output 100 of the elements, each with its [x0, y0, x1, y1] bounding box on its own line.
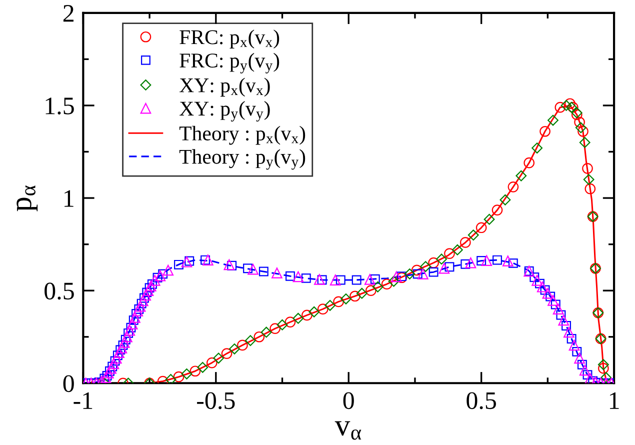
point — [516, 170, 527, 182]
point — [564, 326, 574, 338]
point — [126, 318, 138, 330]
point — [452, 244, 463, 256]
point — [314, 274, 325, 285]
point — [468, 230, 479, 241]
y-axis-title: p$_{α}$ — [16, 186, 38, 212]
point — [600, 372, 612, 384]
point — [202, 254, 214, 266]
point — [465, 257, 476, 268]
legend-label: XY: p$_{y}$(v$_{y}$) — [180, 101, 270, 122]
point — [420, 261, 432, 272]
point — [356, 288, 368, 299]
point — [173, 371, 184, 382]
point — [372, 281, 384, 292]
point — [102, 368, 114, 378]
point — [574, 352, 585, 364]
point — [564, 98, 576, 110]
point — [381, 278, 392, 290]
point — [436, 254, 447, 265]
point — [532, 274, 542, 286]
point — [418, 268, 428, 280]
point — [324, 300, 336, 311]
point — [116, 342, 128, 354]
legend-label: Theory : p$_{x}$(v$_{x}$) — [179, 126, 306, 145]
y-tick-label: 2 — [63, 5, 74, 22]
point — [524, 157, 535, 168]
point — [110, 352, 122, 364]
point — [224, 259, 235, 270]
point — [388, 276, 400, 287]
point — [237, 340, 248, 351]
point — [270, 323, 281, 334]
point — [221, 348, 232, 359]
point — [145, 280, 156, 292]
point — [197, 362, 208, 373]
point — [350, 290, 360, 302]
y-tick-label: 0 — [63, 375, 74, 392]
point — [254, 331, 265, 342]
point — [260, 326, 272, 338]
point — [181, 368, 192, 380]
point — [578, 126, 588, 137]
x-tick-label: 0.5 — [466, 392, 496, 410]
point — [476, 222, 487, 234]
point — [122, 331, 132, 342]
x-tick-label: 1 — [610, 392, 619, 409]
point — [132, 306, 144, 316]
point — [554, 102, 566, 113]
y-tick-label: 1 — [64, 190, 74, 207]
point — [390, 271, 402, 282]
point — [292, 312, 304, 324]
point — [536, 281, 548, 292]
point — [481, 255, 492, 266]
point — [206, 357, 218, 368]
point — [140, 290, 151, 301]
point — [118, 337, 130, 348]
point — [502, 256, 514, 266]
point — [552, 304, 564, 315]
point — [154, 270, 166, 282]
x-tick-label: -0.5 — [197, 392, 235, 410]
point — [284, 316, 296, 328]
point — [428, 257, 439, 268]
legend-label: Theory : p$_{y}$(v$_{y}$) — [179, 149, 306, 170]
point — [244, 335, 256, 346]
point — [162, 264, 174, 276]
point — [213, 352, 224, 364]
x-tick-label: -1 — [74, 392, 92, 409]
point — [190, 366, 201, 377]
point — [584, 183, 596, 194]
point — [584, 373, 596, 384]
legend-label: FRC: p$_{x}$(v$_{x}$) — [180, 30, 280, 48]
y-tick-label: 1.5 — [46, 98, 74, 114]
point — [340, 293, 352, 304]
point — [142, 285, 154, 296]
point — [484, 214, 495, 225]
legend-label: FRC: p$_{y}$(v$_{y}$) — [180, 52, 280, 74]
point — [165, 374, 176, 384]
point — [579, 137, 590, 148]
point — [598, 362, 609, 374]
point — [558, 314, 570, 326]
point — [508, 182, 519, 192]
point — [460, 237, 471, 248]
point — [583, 174, 594, 185]
point — [333, 296, 344, 308]
point — [229, 343, 240, 354]
point — [272, 268, 282, 278]
point — [404, 268, 416, 280]
point — [181, 256, 192, 268]
point — [124, 324, 136, 336]
point — [364, 274, 376, 285]
point — [548, 114, 558, 126]
point — [540, 126, 550, 137]
legend-label: XY: p$_{x}$(v$_{x}$) — [180, 78, 270, 97]
point — [560, 100, 572, 111]
point — [108, 358, 120, 370]
x-tick-label: 0 — [343, 392, 354, 410]
point — [568, 340, 580, 351]
point — [575, 122, 586, 134]
point — [106, 362, 116, 374]
y-tick-label: 0.5 — [44, 282, 74, 300]
point — [330, 274, 341, 286]
